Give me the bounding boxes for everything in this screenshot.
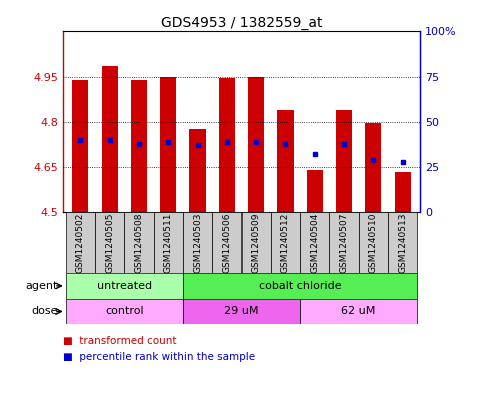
Bar bbox=[183, 299, 300, 324]
Bar bbox=[66, 299, 183, 324]
Text: GSM1240505: GSM1240505 bbox=[105, 213, 114, 273]
Text: GSM1240511: GSM1240511 bbox=[164, 213, 173, 273]
Title: GDS4953 / 1382559_at: GDS4953 / 1382559_at bbox=[161, 17, 322, 30]
Bar bbox=[271, 212, 300, 273]
Text: GSM1240506: GSM1240506 bbox=[222, 213, 231, 273]
Bar bbox=[66, 212, 95, 273]
Bar bbox=[131, 80, 147, 212]
Bar bbox=[329, 212, 359, 273]
Bar bbox=[154, 212, 183, 273]
Bar bbox=[242, 212, 271, 273]
Bar bbox=[277, 110, 294, 212]
Text: GSM1240507: GSM1240507 bbox=[340, 213, 349, 273]
Text: ■  percentile rank within the sample: ■ percentile rank within the sample bbox=[63, 352, 255, 362]
Bar bbox=[388, 212, 417, 273]
Bar bbox=[72, 80, 88, 212]
Text: dose: dose bbox=[31, 307, 58, 316]
Bar bbox=[359, 212, 388, 273]
Bar bbox=[248, 77, 264, 212]
Bar bbox=[183, 273, 417, 299]
Text: control: control bbox=[105, 307, 143, 316]
Bar bbox=[365, 123, 382, 212]
Bar bbox=[219, 78, 235, 212]
Text: agent: agent bbox=[26, 281, 58, 291]
Bar bbox=[307, 170, 323, 212]
Text: GSM1240504: GSM1240504 bbox=[310, 213, 319, 273]
Text: GSM1240512: GSM1240512 bbox=[281, 213, 290, 273]
Text: GSM1240502: GSM1240502 bbox=[76, 213, 85, 273]
Text: GSM1240509: GSM1240509 bbox=[252, 213, 261, 273]
Text: 62 uM: 62 uM bbox=[341, 307, 376, 316]
Bar bbox=[160, 77, 176, 212]
Bar bbox=[95, 212, 124, 273]
Bar bbox=[300, 299, 417, 324]
Text: GSM1240503: GSM1240503 bbox=[193, 213, 202, 273]
Text: cobalt chloride: cobalt chloride bbox=[259, 281, 341, 291]
Bar bbox=[183, 212, 212, 273]
Bar bbox=[336, 110, 352, 212]
Text: GSM1240513: GSM1240513 bbox=[398, 213, 407, 273]
Bar bbox=[189, 129, 206, 212]
Bar bbox=[300, 212, 329, 273]
Text: GSM1240508: GSM1240508 bbox=[134, 213, 143, 273]
Text: untreated: untreated bbox=[97, 281, 152, 291]
Bar bbox=[66, 273, 183, 299]
Bar bbox=[212, 212, 242, 273]
Text: ■  transformed count: ■ transformed count bbox=[63, 336, 176, 346]
Text: 29 uM: 29 uM bbox=[224, 307, 259, 316]
Text: GSM1240510: GSM1240510 bbox=[369, 213, 378, 273]
Bar bbox=[101, 66, 118, 212]
Bar bbox=[124, 212, 154, 273]
Bar bbox=[395, 172, 411, 212]
